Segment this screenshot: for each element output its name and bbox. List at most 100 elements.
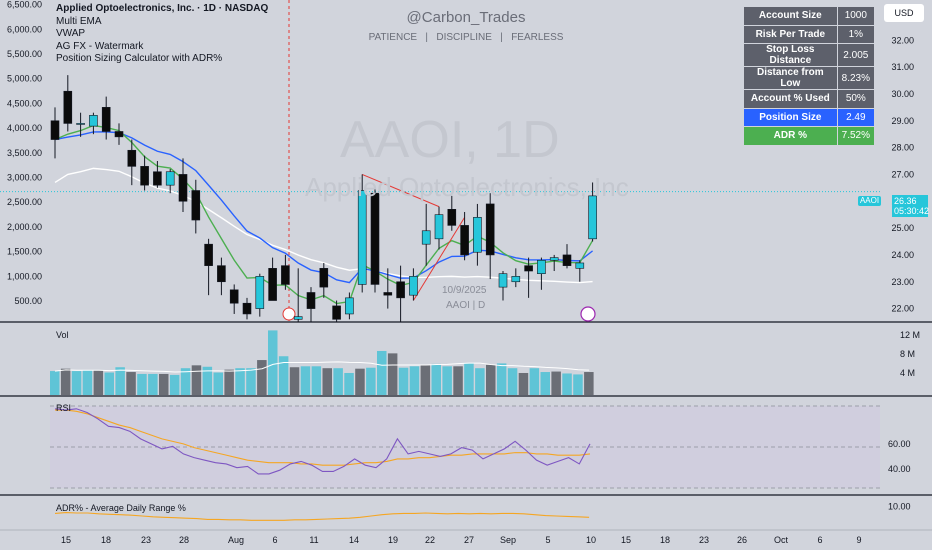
candle-body xyxy=(50,120,60,140)
price-axis-tick: 30.00 xyxy=(891,89,914,99)
price-axis-tick: 23.00 xyxy=(891,277,914,287)
time-axis-tick: 26 xyxy=(737,535,747,545)
price-axis-tick: 29.00 xyxy=(891,116,914,126)
time-axis-tick: 18 xyxy=(101,535,111,545)
annotation-date: 10/9/2025 xyxy=(442,285,487,296)
volume-axis-tick: 4 M xyxy=(900,368,915,378)
time-axis-tick: 18 xyxy=(660,535,670,545)
volume-bar xyxy=(137,373,147,395)
candle-body xyxy=(345,297,354,315)
rsi-line xyxy=(54,408,591,475)
left-axis-tick: 5,000.00 xyxy=(7,74,42,84)
candle-body xyxy=(537,259,546,274)
price-axis-tick: 25.00 xyxy=(891,223,914,233)
time-axis-tick: 15 xyxy=(621,535,631,545)
annotation-symbol: AAOI | D xyxy=(446,300,486,311)
volume-bar xyxy=(278,356,289,395)
calc-label: Account % Used xyxy=(743,89,838,109)
rsi-ma-line xyxy=(55,409,591,466)
calc-label: Account Size xyxy=(743,6,838,26)
left-axis-tick: 500.00 xyxy=(14,296,42,306)
calc-row-adr: ADR % 7.52% xyxy=(743,126,876,146)
candle-body xyxy=(229,289,239,304)
axis-labels: 500.00 1,000.00 1,500.00 2,000.00 2,500.00 3,… xyxy=(7,0,920,545)
volume-bar xyxy=(50,371,60,395)
candle-body xyxy=(140,166,149,186)
price-axis-tick: 27.00 xyxy=(891,169,914,179)
position-calculator-table: Account Size 1000 Risk Per Trade 1% Stop L… xyxy=(743,6,876,146)
volume-bar xyxy=(213,372,223,395)
candle-body xyxy=(549,257,559,261)
volume-bar xyxy=(82,370,93,395)
left-axis-tick: 1,500.00 xyxy=(7,247,42,257)
calc-row-stop-loss: Stop Loss Distance 2.005 xyxy=(743,43,876,67)
left-axis-tick: 2,000.00 xyxy=(7,222,42,232)
volume-ma-line xyxy=(54,361,590,373)
candlesticks xyxy=(50,75,597,322)
volume-bar xyxy=(366,367,376,395)
trendline xyxy=(362,173,440,208)
candle-body xyxy=(511,276,521,283)
currency-selector[interactable]: USD xyxy=(884,4,924,22)
calc-label: Position Size xyxy=(743,107,838,127)
candle-body xyxy=(524,265,533,272)
candle-body xyxy=(165,171,175,186)
adr-axis-tick: 10.00 xyxy=(888,502,911,512)
time-axis-tick: 5 xyxy=(545,535,550,545)
sub-panels xyxy=(0,321,932,531)
legend-indicator-watermark[interactable]: AG FX - Watermark xyxy=(56,40,144,52)
volume-bar xyxy=(540,372,550,395)
volume-bar xyxy=(431,363,441,395)
watermark-company: Applied Optoelectronics, Inc xyxy=(305,172,629,202)
calc-value: 8.23% xyxy=(836,66,876,90)
calc-value: 7.52% xyxy=(836,126,876,146)
volume-bar xyxy=(387,353,398,395)
volume-bar xyxy=(202,366,213,395)
volume-bar xyxy=(453,366,463,395)
candle-body xyxy=(293,316,303,320)
time-axis-tick: 28 xyxy=(179,535,189,545)
volume-bar xyxy=(551,371,561,395)
volume-bar xyxy=(268,330,278,395)
volume-bar xyxy=(300,366,311,395)
time-axis-tick: 22 xyxy=(425,535,435,545)
candle-body xyxy=(460,225,469,256)
candle-body xyxy=(473,217,482,253)
candle-body xyxy=(588,195,597,240)
time-axis-tick: 15 xyxy=(61,535,71,545)
calc-label: Risk Per Trade xyxy=(743,24,838,44)
volume-bar xyxy=(224,369,234,395)
time-axis-tick: Oct xyxy=(774,535,789,545)
time-axis-tick: 23 xyxy=(141,535,151,545)
calc-value: 2.005 xyxy=(836,43,876,67)
time-axis-tick: 6 xyxy=(272,535,277,545)
calc-row-account-used: Account % Used 50% xyxy=(743,89,876,109)
calc-value: 50% xyxy=(836,89,876,109)
volume-bar xyxy=(169,374,180,395)
volume-bar xyxy=(562,373,572,395)
volume-bar xyxy=(486,364,496,395)
candle-body xyxy=(562,254,572,266)
calc-value: 2.49 xyxy=(836,107,876,127)
volume-bar xyxy=(409,366,420,395)
volume-bar xyxy=(257,360,267,395)
oscillator-lines xyxy=(54,408,591,521)
volume-bar xyxy=(333,368,343,395)
volume-bar xyxy=(475,368,485,395)
legend-indicator-vwap[interactable]: VWAP xyxy=(56,28,86,39)
left-axis-tick: 3,000.00 xyxy=(7,173,42,183)
legend-title: Applied Optoelectronics, Inc. · 1D · NAS… xyxy=(56,3,269,14)
time-axis-tick: 27 xyxy=(464,535,474,545)
adr-line xyxy=(54,512,590,521)
calc-row-position-size: Position Size 2.49 xyxy=(743,107,876,127)
volume-bar xyxy=(104,372,114,395)
legend-indicator-position-sizing[interactable]: Position Sizing Calculator with ADR% xyxy=(56,53,223,64)
rsi-axis-tick: 60.00 xyxy=(888,439,911,449)
volume-panel-label: Vol xyxy=(56,330,69,340)
candle-body xyxy=(204,243,213,266)
time-axis-tick: 23 xyxy=(699,535,709,545)
legend-indicator-multi-ema[interactable]: Multi EMA xyxy=(56,15,102,27)
volume-bar xyxy=(507,368,518,395)
watermark-tagline: PATIENCE | DISCIPLINE | FEARLESS xyxy=(368,32,564,43)
volume-bar xyxy=(126,372,136,395)
